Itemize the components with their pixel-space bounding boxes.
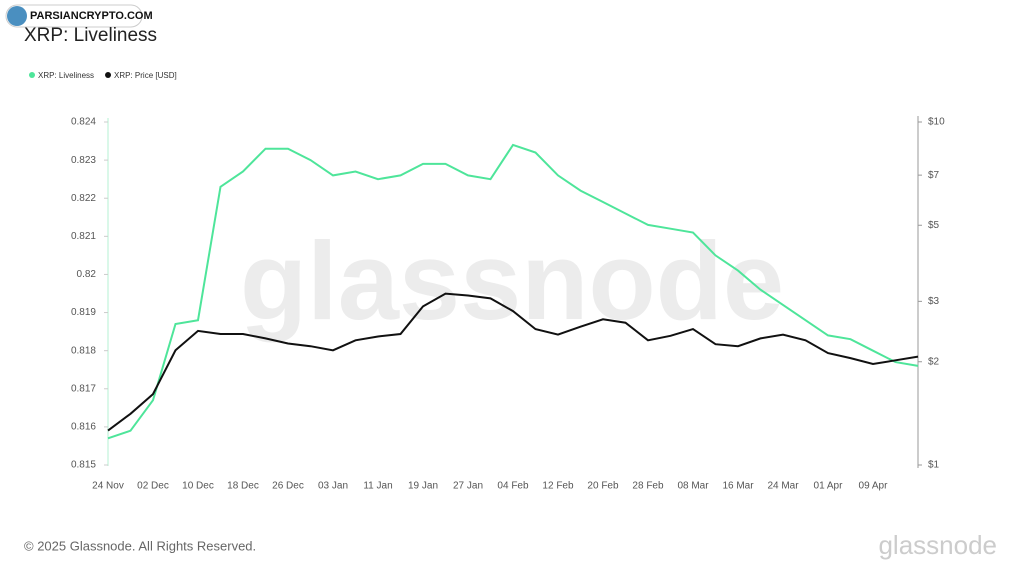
x-tick-label: 24 Mar (767, 481, 799, 492)
x-tick-label: 26 Dec (272, 481, 304, 492)
x-tick-label: 18 Dec (227, 481, 259, 492)
x-tick-label: 24 Nov (92, 481, 124, 492)
y2-tick-label: $1 (928, 460, 940, 471)
series-line (107, 292, 919, 432)
chart-title: XRP: Liveliness (24, 25, 157, 46)
badge: PARSIANCRYPTO.COM (30, 10, 153, 22)
copyright: © 2025 Glassnode. All Rights Reserved. (24, 538, 256, 553)
y-tick-label: 0.817 (71, 383, 96, 394)
y-tick-label: 0.819 (71, 307, 96, 318)
y2-tick-label: $2 (928, 356, 940, 367)
y-tick-label: 0.823 (71, 155, 96, 166)
x-tick-label: 27 Jan (453, 481, 483, 492)
x-tick-label: 11 Jan (363, 481, 392, 492)
x-tick-label: 03 Jan (318, 481, 348, 492)
x-tick-label: 02 Dec (137, 481, 169, 492)
y2-tick-label: $10 (928, 117, 945, 128)
y2-tick-label: $5 (928, 220, 940, 231)
x-tick-label: 01 Apr (814, 481, 844, 492)
brand: glassnode (878, 530, 997, 560)
x-tick-label: 28 Feb (632, 481, 664, 492)
x-tick-label: 04 Feb (497, 481, 529, 492)
y-tick-label: 0.82 (77, 269, 97, 280)
legend-label: XRP: Price [USD] (114, 71, 177, 80)
y2-tick-label: $7 (928, 170, 940, 181)
x-tick-label: 08 Mar (677, 481, 709, 492)
y-tick-label: 0.818 (71, 345, 96, 356)
badge-icon (7, 6, 27, 26)
watermark: glassnode (240, 220, 784, 343)
x-tick-label: 09 Apr (859, 481, 889, 492)
legend-marker (29, 72, 35, 78)
series-line (107, 143, 919, 440)
y-tick-label: 0.821 (71, 231, 96, 242)
x-tick-label: 10 Dec (182, 481, 214, 492)
y-tick-label: 0.816 (71, 422, 96, 433)
x-tick-label: 16 Mar (722, 481, 754, 492)
legend-marker (105, 72, 112, 78)
y-tick-label: 0.815 (71, 460, 96, 471)
y-tick-label: 0.824 (71, 117, 96, 128)
badge-box (5, 4, 143, 28)
x-tick-label: 19 Jan (408, 481, 438, 492)
y2-tick-label: $3 (928, 296, 940, 307)
x-tick-label: 12 Feb (542, 481, 574, 492)
x-tick-label: 20 Feb (587, 481, 619, 492)
y-tick-label: 0.822 (71, 193, 96, 204)
legend-label: XRP: Liveliness (38, 71, 94, 80)
